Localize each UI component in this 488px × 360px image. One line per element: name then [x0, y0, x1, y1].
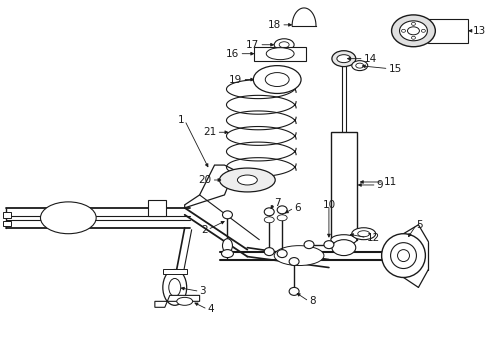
- Text: 13: 13: [472, 26, 486, 36]
- Ellipse shape: [237, 175, 257, 185]
- Text: 4: 4: [207, 304, 214, 314]
- Ellipse shape: [264, 248, 274, 256]
- Ellipse shape: [390, 243, 416, 269]
- Text: 1: 1: [178, 115, 184, 125]
- Ellipse shape: [219, 168, 275, 192]
- Ellipse shape: [288, 287, 299, 295]
- Text: 7: 7: [274, 198, 280, 208]
- Text: 19: 19: [229, 75, 242, 85]
- Ellipse shape: [279, 42, 288, 48]
- Ellipse shape: [274, 246, 323, 266]
- Ellipse shape: [41, 202, 96, 234]
- Ellipse shape: [357, 231, 369, 237]
- Text: 5: 5: [416, 220, 422, 230]
- Text: 11: 11: [383, 177, 396, 187]
- Ellipse shape: [168, 279, 181, 296]
- Ellipse shape: [277, 249, 286, 257]
- Ellipse shape: [323, 241, 333, 249]
- Ellipse shape: [331, 51, 355, 67]
- Text: 15: 15: [388, 64, 401, 73]
- Ellipse shape: [410, 22, 415, 25]
- Ellipse shape: [399, 21, 427, 41]
- Ellipse shape: [304, 241, 313, 249]
- Text: 16: 16: [225, 49, 239, 59]
- Ellipse shape: [253, 66, 301, 94]
- Text: 12: 12: [366, 233, 379, 243]
- Ellipse shape: [407, 27, 419, 35]
- Ellipse shape: [264, 217, 274, 223]
- Text: 20: 20: [198, 175, 211, 185]
- Ellipse shape: [410, 36, 415, 39]
- Bar: [2, 212, 11, 218]
- Polygon shape: [184, 165, 234, 208]
- Ellipse shape: [277, 215, 286, 221]
- Ellipse shape: [331, 240, 355, 256]
- Ellipse shape: [421, 29, 425, 32]
- Ellipse shape: [391, 15, 434, 47]
- Text: 6: 6: [293, 203, 300, 213]
- Ellipse shape: [221, 249, 233, 257]
- Ellipse shape: [274, 39, 293, 51]
- Text: 9: 9: [376, 180, 383, 190]
- Bar: [163, 269, 186, 274]
- Ellipse shape: [222, 211, 232, 219]
- Ellipse shape: [176, 297, 192, 305]
- Ellipse shape: [336, 55, 350, 63]
- Ellipse shape: [381, 234, 425, 278]
- Ellipse shape: [330, 235, 356, 245]
- Ellipse shape: [397, 249, 408, 262]
- Text: 17: 17: [245, 40, 259, 50]
- Bar: [2, 221, 11, 226]
- Bar: [330, 132, 356, 240]
- Text: 18: 18: [267, 20, 281, 30]
- Ellipse shape: [288, 257, 299, 266]
- Bar: [147, 200, 165, 216]
- Ellipse shape: [222, 239, 232, 253]
- Text: 3: 3: [199, 287, 206, 296]
- Text: 2: 2: [201, 225, 207, 235]
- Ellipse shape: [351, 228, 375, 240]
- Text: 14: 14: [363, 54, 376, 64]
- Ellipse shape: [277, 206, 286, 214]
- Ellipse shape: [265, 48, 293, 60]
- Text: 21: 21: [203, 127, 216, 137]
- Text: 8: 8: [308, 296, 315, 306]
- Bar: [254, 47, 305, 60]
- Ellipse shape: [163, 270, 186, 305]
- Bar: [427, 19, 467, 43]
- Polygon shape: [155, 295, 199, 307]
- Ellipse shape: [264, 73, 288, 86]
- Ellipse shape: [401, 29, 405, 32]
- Ellipse shape: [351, 60, 367, 71]
- Text: 10: 10: [322, 200, 335, 210]
- Ellipse shape: [264, 208, 274, 216]
- Ellipse shape: [355, 63, 363, 68]
